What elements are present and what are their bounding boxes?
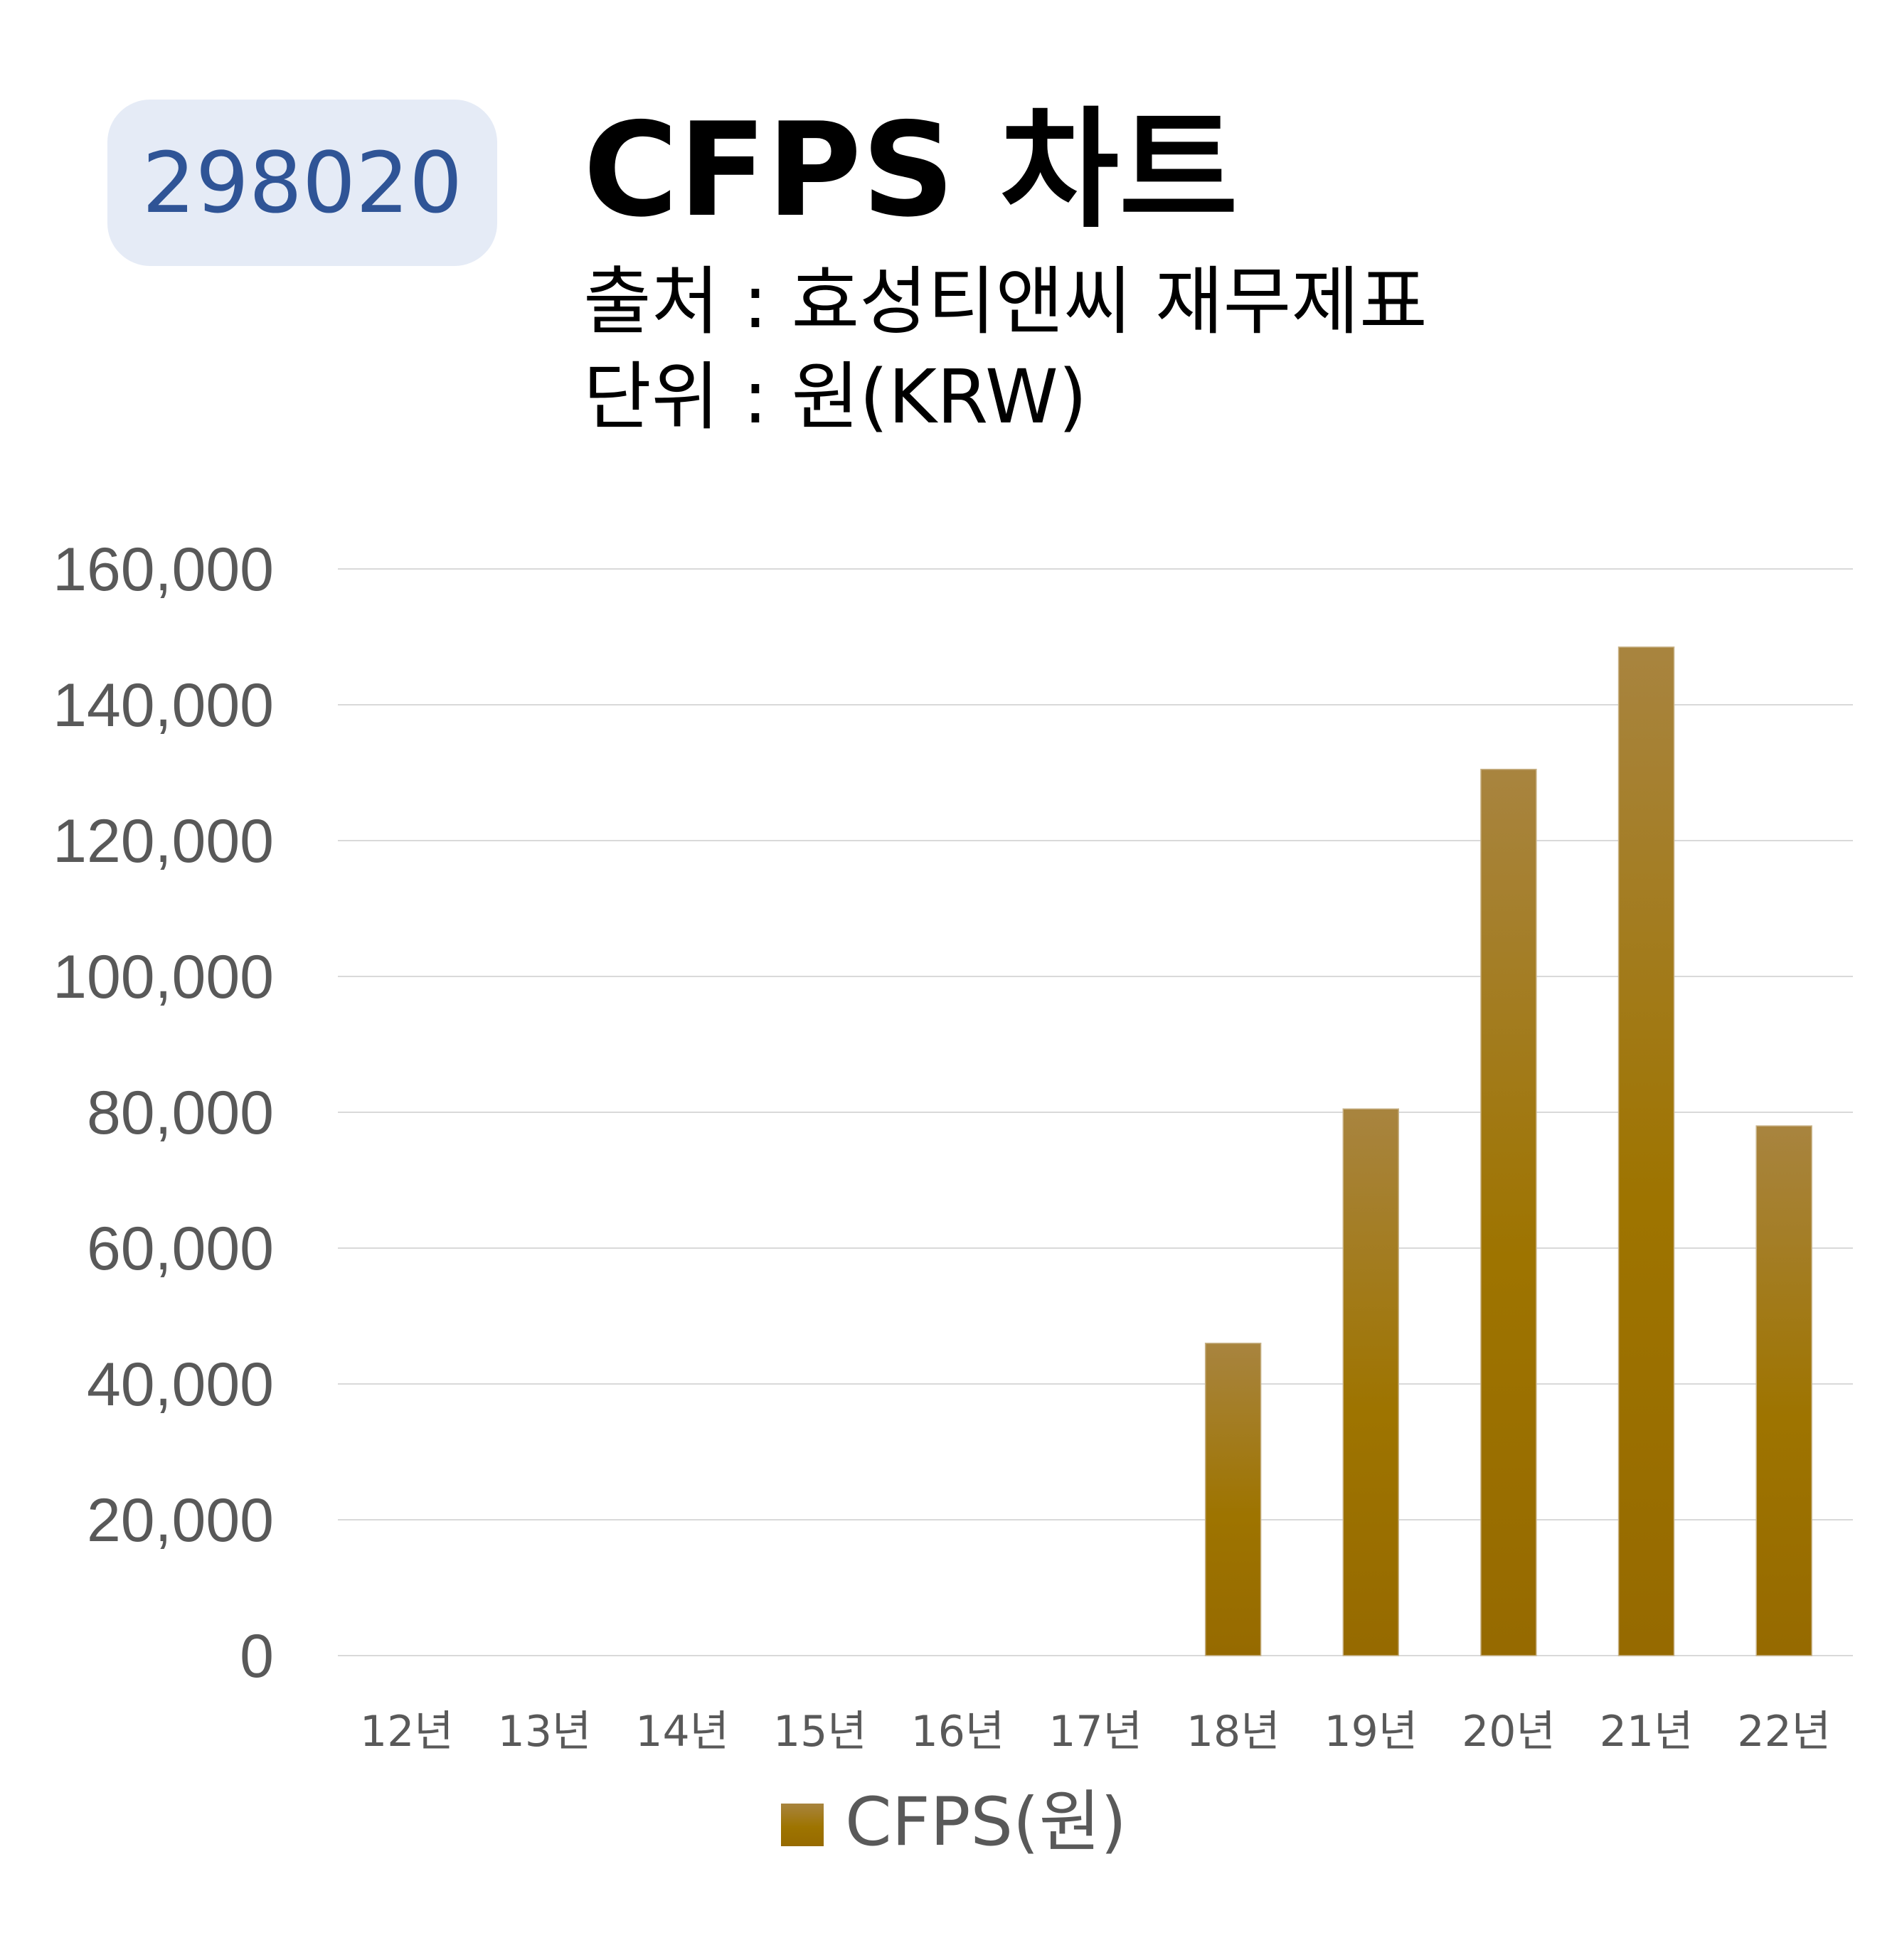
x-tick-label: 12년 (360, 1707, 454, 1757)
x-tick-label: 15년 (773, 1707, 867, 1757)
y-tick-label: 160,000 (53, 536, 274, 604)
y-tick-label: 20,000 (87, 1486, 274, 1555)
y-tick-label: 80,000 (87, 1079, 274, 1147)
bar-20년 (1480, 768, 1537, 1656)
x-axis: 12년 13년 14년 15년 16년 17년 18년 19년 20년 21년 22년 (360, 1707, 1831, 1757)
y-tick-label: 120,000 (53, 807, 274, 875)
x-tick-label: 20년 (1462, 1707, 1556, 1757)
source-note: 출처 : 효성티앤씨 재무제표 (583, 258, 1428, 345)
y-axis: 0 20,000 40,000 60,000 80,000 100,000 120,000 1… (53, 536, 274, 1690)
y-tick-label: 140,000 (53, 671, 274, 740)
x-tick-label: 19년 (1324, 1707, 1418, 1757)
legend-label: CFPS(원) (845, 1784, 1127, 1861)
y-tick-label: 100,000 (53, 943, 274, 1011)
stock-code: 298020 (142, 134, 463, 232)
legend: CFPS(원) (781, 1784, 1127, 1861)
x-tick-label: 17년 (1048, 1707, 1142, 1757)
grid-lines (338, 568, 1853, 1656)
y-tick-label: 40,000 (87, 1351, 274, 1419)
bar-19년 (1342, 1108, 1400, 1656)
bar-18년 (1204, 1342, 1262, 1656)
x-tick-label: 13년 (498, 1707, 592, 1757)
x-tick-label: 16년 (911, 1707, 1005, 1757)
bar-22년 (1755, 1125, 1812, 1656)
bars (1204, 646, 1812, 1656)
x-tick-label: 14년 (635, 1707, 729, 1757)
bar-21년 (1617, 646, 1675, 1656)
x-tick-label: 18년 (1186, 1707, 1280, 1757)
x-tick-label: 22년 (1737, 1707, 1831, 1757)
x-tick-label: 21년 (1600, 1707, 1694, 1757)
y-tick-label: 60,000 (87, 1215, 274, 1283)
legend-swatch (781, 1804, 824, 1846)
unit-note: 단위 : 원(KRW) (583, 353, 1088, 440)
chart-title: CFPS 차트 (583, 95, 1238, 245)
y-tick-label: 0 (240, 1622, 274, 1690)
stock-code-badge: 298020 (107, 100, 497, 266)
